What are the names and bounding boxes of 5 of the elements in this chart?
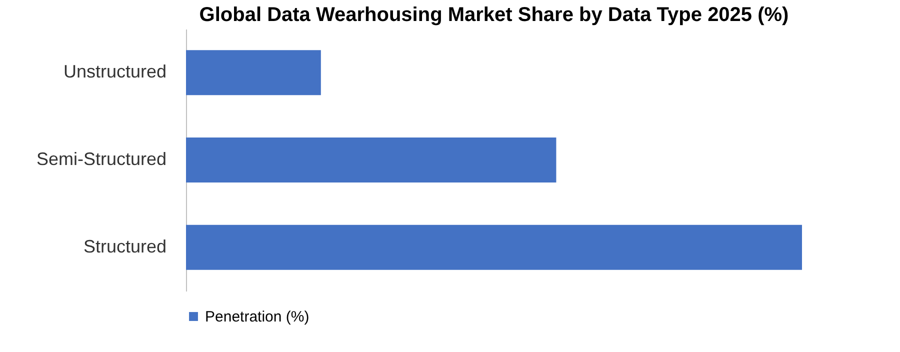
y-tick-label: Structured bbox=[83, 236, 166, 256]
legend-label: Penetration (%) bbox=[205, 308, 310, 326]
y-tick-label: Unstructured bbox=[63, 62, 166, 82]
y-tick-label: Semi-Structured bbox=[36, 149, 166, 169]
chart-title: Global Data Wearhousing Market Share by Data Type 2025 (%) bbox=[199, 4, 789, 26]
